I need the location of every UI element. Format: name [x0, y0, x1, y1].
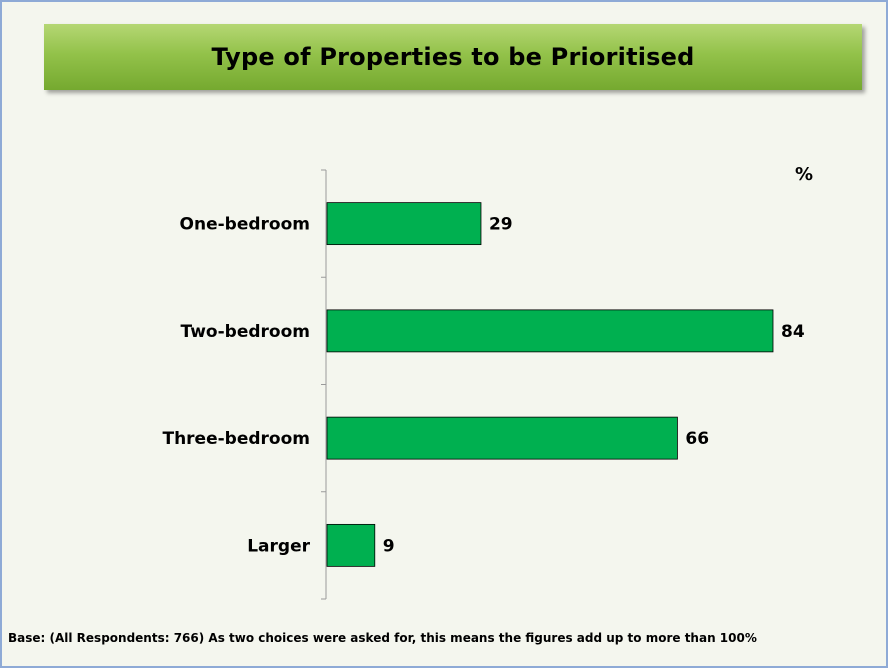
bars-group: 29 84 66 9: [326, 202, 805, 567]
data-label: 84: [781, 322, 805, 342]
footnote: Base: (All Respondents: 766) As two choi…: [8, 631, 757, 645]
bar: [326, 523, 376, 567]
category-label: One-bedroom: [180, 215, 310, 235]
category-axis: One-bedroom Two-bedroom Three-bedroom Large…: [162, 169, 327, 600]
category-label: Larger: [247, 536, 310, 556]
title-banner: Type of Properties to be Prioritised: [44, 24, 862, 90]
data-label: 29: [489, 215, 513, 235]
category-label: Three-bedroom: [162, 429, 310, 449]
data-label: 9: [383, 536, 395, 556]
data-label: 66: [685, 429, 709, 449]
category-label: Two-bedroom: [181, 322, 311, 342]
chart-title: Type of Properties to be Prioritised: [211, 43, 695, 71]
unit-label: %: [795, 164, 813, 185]
bar: [326, 309, 774, 353]
bar: [326, 416, 678, 460]
bar: [326, 202, 482, 246]
